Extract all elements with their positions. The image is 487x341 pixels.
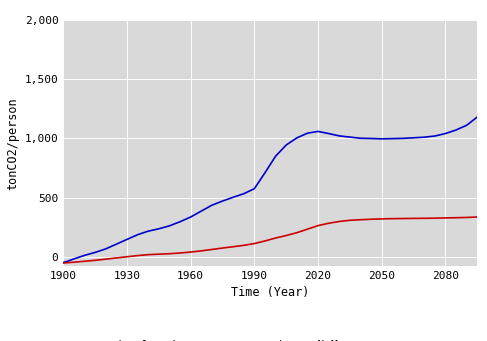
X-axis label: Time (Year): Time (Year) [231,286,309,299]
Legend: developed cum per cap emiss : NoMore, developing cum per cap emiss : NoMore: developed cum per cap emiss : NoMore, de… [65,340,364,341]
Y-axis label: tonCO2/person: tonCO2/person [6,97,19,190]
